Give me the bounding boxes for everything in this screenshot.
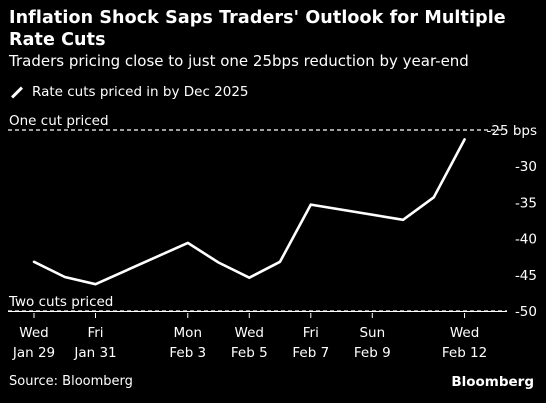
y-tick-label: -45 (515, 268, 537, 284)
y-tick-label: -25 bps (486, 123, 537, 139)
series-layer (32, 138, 466, 286)
x-tick-label-date: Feb 5 (231, 345, 268, 361)
y-tick-label: -40 (515, 232, 537, 248)
series-line (32, 138, 466, 286)
x-tick-label-date: Feb 3 (169, 345, 206, 361)
x-axis: Wed Jan 29 Fri Jan 31 Mon Feb 3 Wed Feb 5 Fri Feb… (8, 311, 507, 361)
y-tick-label: -35 (515, 195, 537, 211)
x-tick-label-day: Fri (303, 325, 319, 341)
y-tick-label: -30 (515, 159, 537, 175)
x-tick-label-day: Mon (174, 325, 202, 341)
x-tick-label-day: Fri (87, 325, 103, 341)
y-axis: -25 bps -30 -35 -40 -45 -50 (486, 123, 537, 320)
x-tick-label-day: Wed (235, 325, 264, 341)
x-tick-label-day: Wed (19, 325, 48, 341)
x-tick-label-date: Feb 12 (442, 345, 487, 361)
legend-label: Rate cuts priced in by Dec 2025 (32, 84, 249, 100)
chart-subtitle: Traders pricing close to just one 25bps … (9, 52, 469, 70)
x-tick-label-day: Wed (450, 325, 479, 341)
source-note: Source: Bloomberg (9, 374, 133, 389)
x-tick-label-date: Feb 7 (292, 345, 329, 361)
reference-line-label: Two cuts priced (8, 294, 113, 310)
brand-logo: Bloomberg (451, 374, 534, 390)
reference-line-label: One cut priced (9, 113, 109, 129)
chart-title: Inflation Shock Saps Traders' Outlook fo… (9, 8, 506, 50)
legend: Rate cuts priced in by Dec 2025 (9, 82, 249, 102)
x-tick-label-date: Jan 29 (12, 345, 55, 361)
x-tick-label-date: Feb 9 (354, 345, 391, 361)
y-tick-label: -50 (515, 304, 537, 320)
x-tick-label-date: Jan 31 (73, 345, 116, 361)
x-tick-label-day: Sun (359, 325, 385, 341)
